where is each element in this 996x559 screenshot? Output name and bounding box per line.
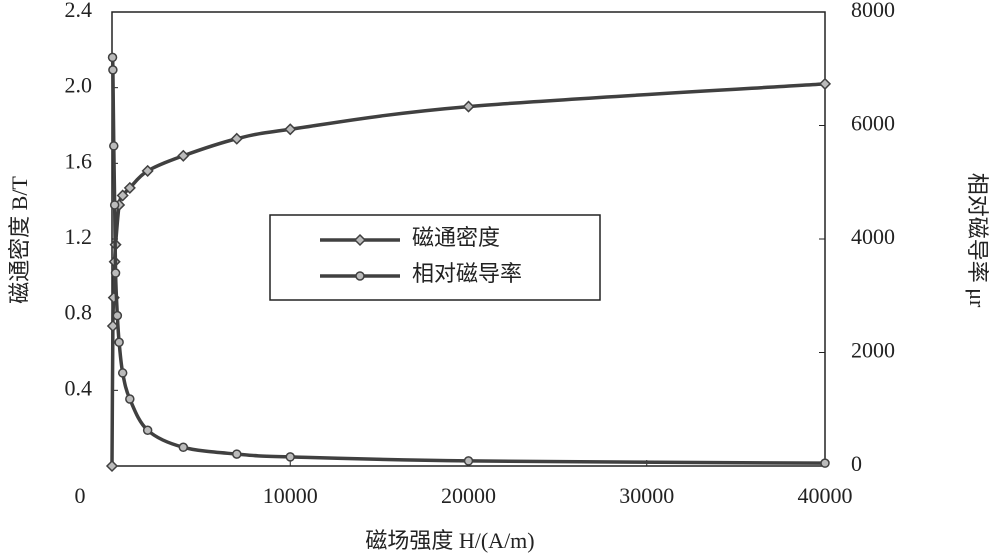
- legend-box: [269, 214, 601, 301]
- marker: [178, 442, 189, 453]
- y2-tick-label: 2000: [851, 338, 895, 363]
- y-axis-title: 磁通密度 B/T: [7, 176, 32, 304]
- marker: [232, 449, 242, 459]
- marker: [109, 141, 119, 151]
- x-tick-label: 0: [75, 483, 86, 508]
- series-line: [110, 57, 826, 465]
- y2-axis-title: 相对磁导率 μr: [965, 173, 990, 308]
- marker: [285, 452, 295, 462]
- marker: [142, 425, 153, 435]
- y2-tick-label: 4000: [851, 224, 895, 249]
- marker: [284, 123, 297, 136]
- y2-tick-label: 8000: [851, 0, 895, 22]
- legend-label: 磁通密度: [412, 225, 500, 250]
- marker: [123, 181, 136, 194]
- legend-label: 相对磁导率: [412, 261, 522, 286]
- y2-tick-label: 0: [851, 451, 862, 476]
- y-tick-label: 0.4: [65, 375, 93, 400]
- legend-marker: [353, 233, 367, 247]
- marker: [109, 200, 120, 210]
- marker: [117, 368, 128, 378]
- marker: [820, 458, 830, 468]
- marker: [105, 459, 119, 473]
- y-tick-label: 2.0: [65, 73, 93, 98]
- x-tick-label: 30000: [619, 483, 674, 508]
- marker: [108, 65, 118, 75]
- marker: [107, 52, 118, 63]
- x-tick-label: 40000: [798, 483, 853, 508]
- marker: [141, 164, 154, 177]
- marker: [114, 337, 124, 348]
- marker: [818, 77, 832, 90]
- y-tick-label: 1.6: [65, 148, 93, 173]
- y2-tick-label: 6000: [851, 111, 895, 136]
- marker: [177, 149, 190, 162]
- marker: [230, 132, 243, 145]
- x-tick-label: 10000: [263, 483, 318, 508]
- marker: [125, 394, 135, 404]
- y-tick-label: 0.8: [65, 300, 93, 325]
- marker: [462, 100, 475, 113]
- x-axis-title: 磁场强度 H/(A/m): [365, 528, 534, 553]
- x-tick-label: 20000: [441, 483, 496, 508]
- y-tick-label: 1.2: [65, 224, 93, 249]
- y-tick-label: 2.4: [65, 0, 93, 22]
- legend-marker: [355, 271, 365, 281]
- marker: [112, 310, 123, 321]
- marker: [463, 456, 474, 466]
- marker: [116, 189, 129, 202]
- marker: [110, 268, 121, 278]
